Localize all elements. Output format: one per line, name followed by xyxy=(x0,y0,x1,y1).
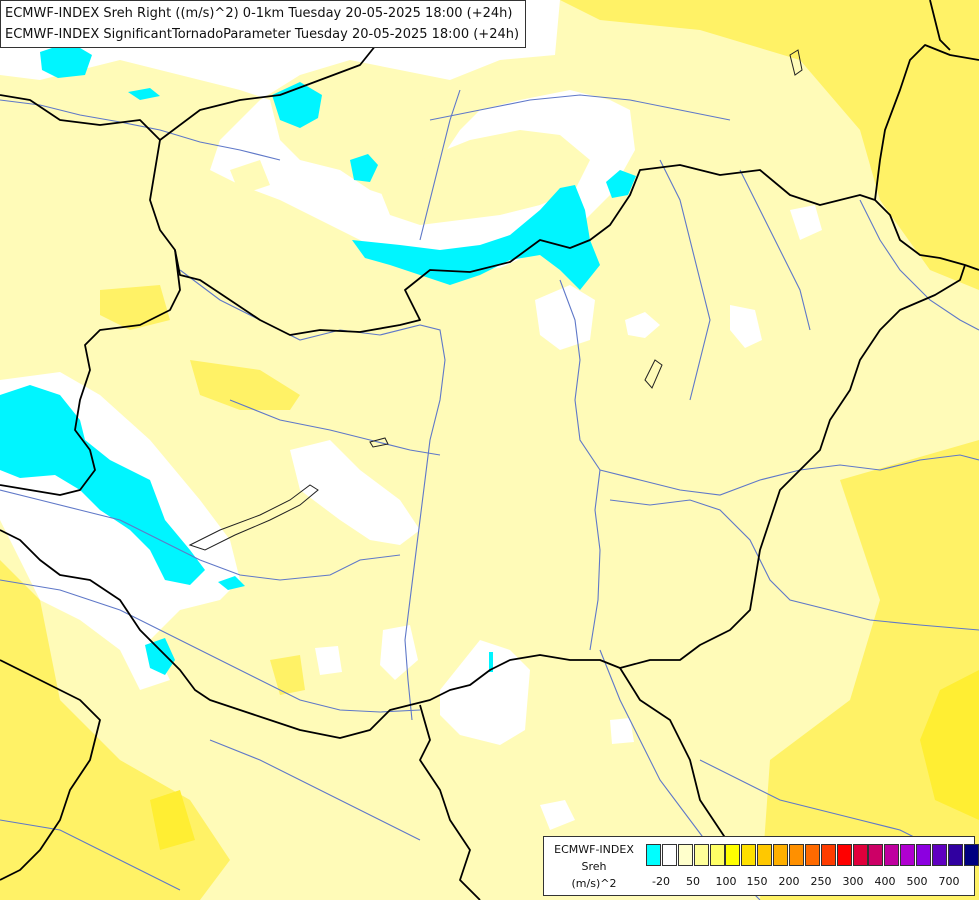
cyan-zones xyxy=(0,42,636,675)
legend-swatch-10 xyxy=(804,844,820,866)
yellow-zone-northeast xyxy=(560,0,979,290)
legend-swatch-4 xyxy=(709,844,725,866)
legend-tick-label: -20 xyxy=(652,875,670,888)
legend-tick-label: 200 xyxy=(778,875,800,888)
legend-swatch-15 xyxy=(884,844,900,866)
yellow-zone-southwest-strong xyxy=(150,790,195,850)
cyan-zone-north-small-5 xyxy=(606,170,636,198)
legend-tick-label: 500 xyxy=(906,875,928,888)
white-zone-small-6 xyxy=(540,800,575,830)
pale-yellow-patch-northwest xyxy=(0,110,160,200)
river-11 xyxy=(209,739,421,841)
white-zone-south xyxy=(440,640,530,745)
title-line-1: ECMWF-INDEX Sreh Right ((m/s)^2) 0-1km T… xyxy=(5,6,513,21)
border-north xyxy=(0,94,979,336)
legend-swatch-19 xyxy=(947,844,963,866)
map-title-box: ECMWF-INDEX Sreh Right ((m/s)^2) 0-1km T… xyxy=(0,0,527,48)
lake-tisza xyxy=(644,359,663,389)
cyan-zone-north xyxy=(352,185,600,290)
legend-title: ECMWF-INDEX xyxy=(554,843,634,856)
cyan-zone-south-small xyxy=(145,638,175,675)
lakes xyxy=(188,49,803,551)
title-line-2: ECMWF-INDEX SignificantTornadoParameter … xyxy=(5,27,520,42)
white-zone-central xyxy=(290,440,420,545)
river-6 xyxy=(739,169,811,331)
river-7 xyxy=(859,199,979,331)
white-zone-small-7 xyxy=(610,718,634,744)
legend-tick-label: 300 xyxy=(842,875,864,888)
lake-balaton xyxy=(188,484,319,551)
lake-north xyxy=(789,49,803,76)
yellow-zone-small xyxy=(270,655,305,695)
legend-swatch-5 xyxy=(725,844,741,866)
legend-tick-label: 100 xyxy=(715,875,737,888)
white-zone-river xyxy=(535,285,595,350)
legend-tick-label: 250 xyxy=(810,875,832,888)
legend-swatch-3 xyxy=(693,844,709,866)
river-12 xyxy=(0,819,181,891)
legend-tick-label: 150 xyxy=(746,875,768,888)
border-austria xyxy=(0,249,181,496)
legend-tick-label: 400 xyxy=(874,875,896,888)
river-drava xyxy=(0,489,401,581)
pale-yellow-patch-north-center xyxy=(380,130,590,225)
legend-swatch-20 xyxy=(963,844,979,866)
river-10 xyxy=(229,399,441,456)
legend-swatches xyxy=(646,844,979,866)
river-5 xyxy=(659,159,711,401)
cyan-zone-west xyxy=(0,385,205,585)
river-danube xyxy=(179,269,446,721)
legend-swatch-9 xyxy=(789,844,805,866)
legend-tick-label: 50 xyxy=(686,875,700,888)
legend-swatch-6 xyxy=(741,844,757,866)
yellow-zone-west-center xyxy=(190,360,300,410)
cyan-zone-north-small-4 xyxy=(350,154,378,182)
cyan-zone-north-small-2 xyxy=(40,42,92,78)
legend-swatch-17 xyxy=(916,844,932,866)
yellow-zone-east xyxy=(760,440,979,900)
legend-swatch-1 xyxy=(661,844,677,866)
river-9 xyxy=(429,94,731,121)
rivers xyxy=(0,89,979,900)
legend-swatch-13 xyxy=(852,844,868,866)
border-north-east xyxy=(929,0,951,51)
river-4 xyxy=(609,499,979,631)
white-zone-small-4 xyxy=(315,646,342,675)
river-14 xyxy=(419,89,461,241)
river-sava xyxy=(0,579,421,713)
legend-variable: Sreh xyxy=(581,860,607,873)
white-zone-small-2 xyxy=(730,305,762,348)
border-ukraine-poland xyxy=(874,44,979,201)
lake-small xyxy=(369,437,389,448)
white-zone-small-1 xyxy=(625,312,660,338)
legend-unit: (m/s)^2 xyxy=(571,877,617,890)
legend-swatch-8 xyxy=(773,844,789,866)
river-tisza xyxy=(559,279,601,651)
cyan-zone-north-small-3 xyxy=(128,88,160,100)
legend-swatch-12 xyxy=(836,844,852,866)
river-1 xyxy=(0,99,281,161)
white-zone-small-3 xyxy=(790,205,822,240)
legend-tick-label: 700 xyxy=(938,875,960,888)
legend-swatch-16 xyxy=(900,844,916,866)
legend-swatch-18 xyxy=(932,844,948,866)
pale-yellow-patches xyxy=(0,110,590,225)
cyan-zone-south-small-3 xyxy=(489,652,493,672)
white-zone-small-5 xyxy=(380,625,418,680)
border-serbia-croatia xyxy=(419,704,481,900)
legend-swatch-2 xyxy=(677,844,693,866)
cyan-zone-south-small-2 xyxy=(218,576,245,590)
legend-swatch-14 xyxy=(868,844,884,866)
color-legend: ECMWF-INDEX Sreh (m/s)^2 -20 50 100 150 200 2… xyxy=(543,836,979,896)
legend-swatch-7 xyxy=(757,844,773,866)
border-south-hungary xyxy=(0,264,966,739)
pale-yellow-patch-north-1 xyxy=(230,160,270,195)
legend-swatch-0 xyxy=(646,844,661,866)
yellow-zone-east-strong xyxy=(920,670,979,820)
legend-swatch-11 xyxy=(820,844,836,866)
border-croatia-bosnia xyxy=(0,659,101,881)
